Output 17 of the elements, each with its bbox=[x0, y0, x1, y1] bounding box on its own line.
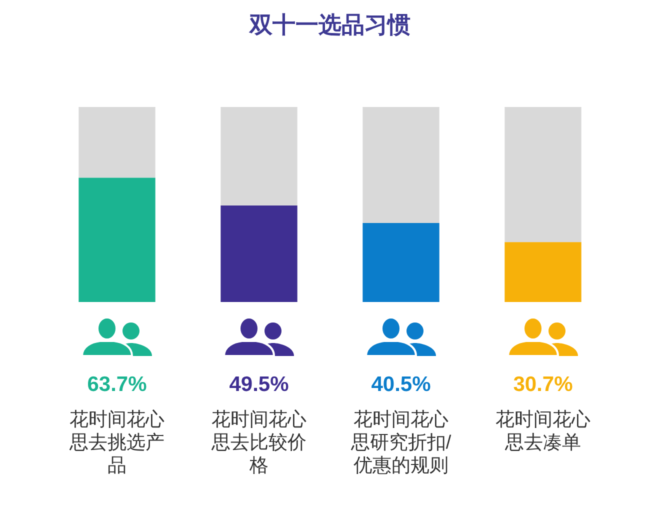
data-label: 30.7% bbox=[513, 372, 574, 396]
x-tick-label: 花时间花心思去凑单 bbox=[496, 408, 590, 454]
data-label: 49.5% bbox=[229, 372, 290, 396]
bar bbox=[220, 107, 298, 206]
bar bbox=[504, 107, 582, 242]
bar bbox=[78, 107, 156, 178]
bar bbox=[78, 178, 156, 302]
x-tick-label: 花时间花心思去比较价格 bbox=[210, 408, 306, 477]
bar bbox=[362, 223, 440, 302]
data-label: 63.7% bbox=[87, 372, 148, 396]
chart-title: 双十一选品习惯 bbox=[248, 11, 410, 38]
bar bbox=[504, 242, 582, 302]
x-tick-label: 花时间花心思去挑选产品 bbox=[68, 408, 164, 477]
bar bbox=[362, 107, 440, 224]
data-label: 40.5% bbox=[371, 372, 432, 396]
bar bbox=[220, 205, 298, 302]
x-tick-label: 花时间花心思研究折扣/优惠的规则 bbox=[350, 408, 452, 477]
